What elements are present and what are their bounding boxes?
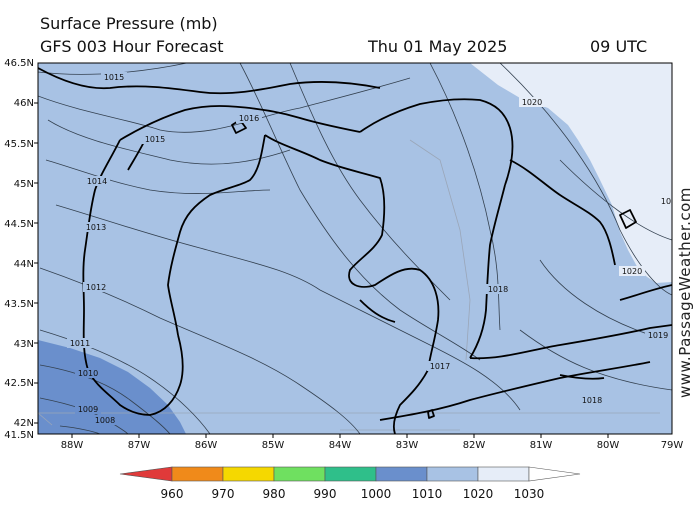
isobar-label: 1012 <box>86 283 106 292</box>
isobar-label: 1015 <box>104 73 124 82</box>
lon-label: 83W <box>396 440 419 451</box>
isobar-label: 1009 <box>78 405 98 414</box>
colorbar-cell <box>426 466 479 482</box>
isobar-label: 1013 <box>86 223 106 232</box>
colorbar-label: 970 <box>212 487 235 501</box>
map-frame <box>37 62 673 435</box>
lon-label: 80W <box>597 440 620 451</box>
isobar-label: 1020 <box>622 267 642 276</box>
forecast-time: 09 UTC <box>590 37 648 56</box>
lat-label: 42N <box>14 418 34 429</box>
forecast-date: Thu 01 May 2025 <box>368 37 508 56</box>
longitude-axis: 88W 87W 86W 85W 84W 83W 82W 81W 80W 79W <box>61 434 684 451</box>
lat-label: 44N <box>14 259 34 270</box>
lon-label: 88W <box>61 440 84 451</box>
lat-label: 43.5N <box>4 299 34 310</box>
lat-label: 42.5N <box>4 378 34 389</box>
lon-label: 85W <box>262 440 285 451</box>
isobar-label: 1017 <box>430 362 450 371</box>
colorbar-label: 960 <box>161 487 184 501</box>
lon-label: 79W <box>661 440 684 451</box>
isobar-label: 1018 <box>582 396 602 405</box>
colorbar-cell <box>171 466 224 482</box>
colorbar-cell <box>375 466 428 482</box>
lat-label: 45N <box>14 179 34 190</box>
isobar-label: 10 <box>661 197 671 206</box>
colorbar-cell <box>528 466 581 482</box>
isobar-label: 1011 <box>70 339 90 348</box>
coastlines <box>38 67 672 434</box>
isobar-label: 1014 <box>87 177 107 186</box>
site-credit: www.PassageWeather.com <box>676 187 694 398</box>
colorbar-cell <box>273 466 326 482</box>
map-plot-area: 1015 1016 1015 1014 1013 1012 1011 1010 … <box>38 63 672 434</box>
map-title: Surface Pressure (mb) <box>40 14 218 33</box>
lon-label: 81W <box>530 440 553 451</box>
colorbar-label: 1010 <box>412 487 443 501</box>
lat-label: 44.5N <box>4 219 34 230</box>
lat-label: 43N <box>14 339 34 350</box>
isobar-label: 1019 <box>648 331 668 340</box>
lon-label: 86W <box>195 440 218 451</box>
lat-label: 45.5N <box>4 139 34 150</box>
isobar-label: 1008 <box>95 416 115 425</box>
colorbar-cell <box>119 466 173 482</box>
isobar-label: 1018 <box>488 285 508 294</box>
colorbar-label: 1030 <box>514 487 545 501</box>
isobar-label: 1020 <box>522 98 542 107</box>
isobar-label: 1016 <box>239 114 259 123</box>
lon-label: 87W <box>128 440 151 451</box>
state-borders <box>38 139 660 431</box>
lon-label: 82W <box>463 440 486 451</box>
colorbar-label: 990 <box>314 487 337 501</box>
colorbar-label: 1000 <box>361 487 392 501</box>
lat-label: 41.5N <box>4 430 34 441</box>
colorbar: 960 970 980 990 1000 1010 1020 1030 <box>119 466 581 501</box>
lat-label: 46.5N <box>4 58 34 69</box>
colorbar-cell <box>324 466 377 482</box>
forecast-label: GFS 003 Hour Forecast <box>40 37 224 56</box>
colorbar-cell <box>222 466 275 482</box>
colorbar-label: 1020 <box>463 487 494 501</box>
pressure-fill-1020-1030 <box>470 63 672 283</box>
lat-label: 46N <box>14 98 34 109</box>
latitude-axis: 46.5N 46N 45.5N 45N 44.5N 44N 43.5N 43N … <box>4 58 38 441</box>
isobar-labels: 1015 1016 1015 1014 1013 1012 1011 1010 … <box>67 72 671 425</box>
lon-label: 84W <box>329 440 352 451</box>
isobar-label: 1015 <box>145 135 165 144</box>
colorbar-label: 980 <box>263 487 286 501</box>
isobar-label: 1010 <box>78 369 98 378</box>
colorbar-cell <box>477 466 530 482</box>
